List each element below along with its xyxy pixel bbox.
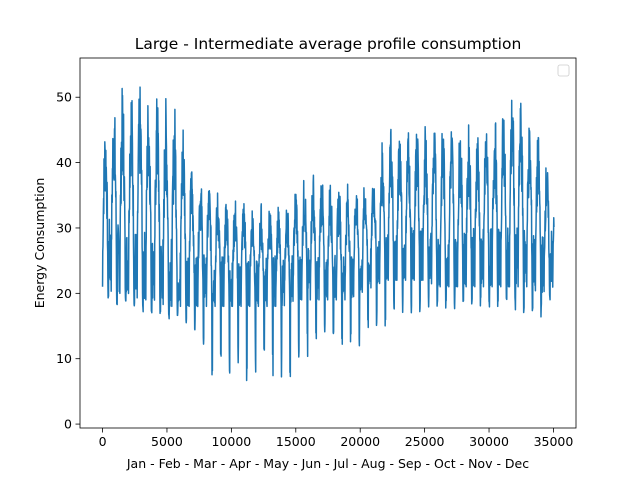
series-layer <box>101 86 555 382</box>
x-tick-label: 25000 <box>405 434 445 449</box>
x-axis: 0 5000 10000 15000 20000 25000 30000 35000 <box>99 428 574 449</box>
y-tick-label: 0 <box>64 417 72 432</box>
x-tick-label: 20000 <box>340 434 380 449</box>
plot-frame <box>79 57 577 429</box>
y-axis-label: Energy Consumption <box>32 178 47 309</box>
x-tick-label: 15000 <box>276 434 316 449</box>
y-tick-label: 30 <box>56 220 72 235</box>
consumption-series-line <box>101 86 555 382</box>
y-tick-label: 40 <box>56 155 72 170</box>
x-tick-label: 0 <box>99 434 107 449</box>
legend-box <box>557 64 570 77</box>
x-tick-label: 35000 <box>534 434 574 449</box>
x-tick-label: 5000 <box>151 434 183 449</box>
x-tick-label: 10000 <box>211 434 251 449</box>
chart-title: Large - Intermediate average profile con… <box>135 35 522 53</box>
x-tick-label: 30000 <box>469 434 509 449</box>
y-tick-label: 20 <box>56 286 72 301</box>
y-tick-label: 10 <box>56 351 72 366</box>
y-tick-label: 50 <box>56 90 72 105</box>
y-axis: 0 10 20 30 40 50 <box>56 90 80 432</box>
x-axis-label: Jan - Feb - Mar - Apr - May - Jun - Jul … <box>126 456 529 471</box>
